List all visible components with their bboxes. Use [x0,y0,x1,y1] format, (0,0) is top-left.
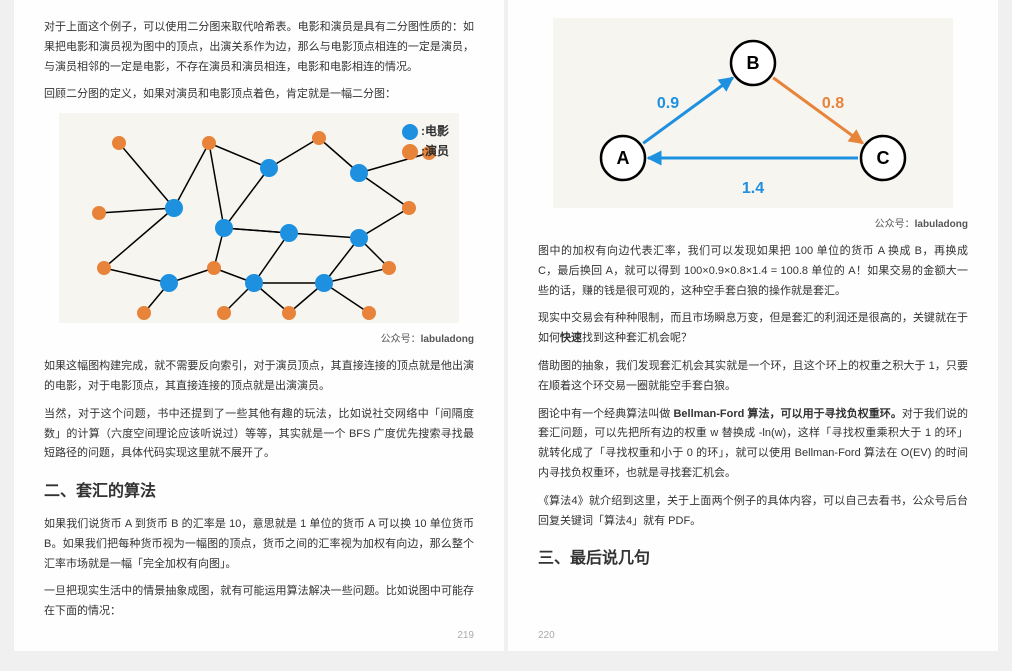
legend-label: :电影 [421,121,449,143]
para: 一旦把现实生活中的情景抽象成图，就有可能运用算法解决一些问题。比如说图中可能存在… [44,582,474,622]
credit-name: labuladong [421,334,474,345]
svg-text:C: C [877,148,890,168]
page-number: 220 [538,627,555,645]
para: 如果我们说货币 A 到货币 B 的汇率是 10，意思就是 1 单位的货币 A 可… [44,515,474,574]
actor-dot-icon [402,144,418,160]
svg-text:0.9: 0.9 [657,95,679,112]
heading-3: 三、最后说几句 [538,545,968,574]
figure-credit: 公众号：labuladong [44,331,474,349]
para: 图中的加权有向边代表汇率，我们可以发现如果把 100 单位的货币 A 换成 B，… [538,242,968,301]
bipartite-graph-figure: :电影 :演员 [59,113,459,323]
para: 现实中交易会有种种限制，而且市场瞬息万变，但是套汇的利润还是很高的，关键就在于如… [538,309,968,349]
credit-name: labuladong [915,219,968,230]
page-right: 0.9 0.8 1.4 A B C 公众号：labuladong 图中的加权有向边代表汇率… [508,0,998,651]
legend-label: :演员 [421,141,449,163]
page-left: 对于上面这个例子，可以使用二分图来取代哈希表。电影和演员是具有二分图性质的：如果… [14,0,504,651]
movie-dot-icon [402,124,418,140]
text: 找到这种套汇机会呢？ [582,332,692,344]
para: 对于上面这个例子，可以使用二分图来取代哈希表。电影和演员是具有二分图性质的：如果… [44,18,474,77]
legend-movie: :电影 [402,121,449,143]
text: 图论中有一个经典算法叫做 [538,408,673,420]
svg-text:B: B [747,53,760,73]
bold-text: 快速 [560,332,582,344]
legend-actor: :演员 [402,141,449,163]
credit-prefix: 公众号： [381,334,421,345]
bipartite-graph-svg [59,113,459,323]
heading-2: 二、套汇的算法 [44,478,474,507]
svg-text:0.8: 0.8 [822,95,844,112]
para: 当然，对于这个问题，书中还提到了一些其他有趣的玩法，比如说社交网络中「间隔度数」… [44,405,474,464]
svg-text:1.4: 1.4 [742,180,764,197]
page-number: 219 [457,627,474,645]
credit-prefix: 公众号： [875,219,915,230]
para: 《算法4》就介绍到这里，关于上面两个例子的具体内容，可以自己去看书，公众号后台回… [538,492,968,532]
para: 如果这幅图构建完成，就不需要反向索引，对于演员顶点，其直接连接的顶点就是他出演的… [44,357,474,397]
para: 图论中有一个经典算法叫做 Bellman-Ford 算法，可以用于寻找负权重环。… [538,405,968,484]
triangle-graph-figure: 0.9 0.8 1.4 A B C [553,18,953,208]
para: 回顾二分图的定义，如果对演员和电影顶点着色，肯定就是一幅二分图： [44,85,474,105]
triangle-graph-svg: 0.9 0.8 1.4 A B C [553,18,953,208]
para: 借助图的抽象，我们发现套汇机会其实就是一个环，且这个环上的权重之积大于 1，只要… [538,357,968,397]
svg-text:A: A [617,148,630,168]
figure-credit: 公众号：labuladong [538,216,968,234]
bold-text: Bellman-Ford 算法，可以用于寻找负权重环。 [673,408,901,420]
